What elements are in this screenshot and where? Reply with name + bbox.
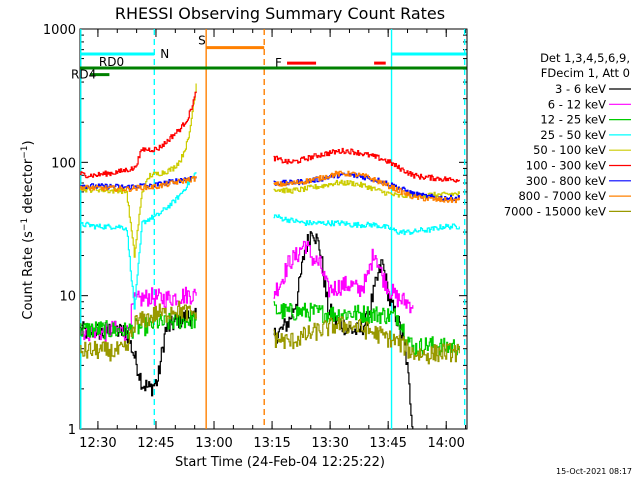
series-line: [273, 240, 414, 314]
series-line: [273, 214, 460, 236]
legend-entry-label: 100 - 300 keV: [526, 159, 606, 173]
annotation-label: N: [160, 47, 169, 61]
series-line: [273, 179, 460, 199]
annotation-label: RD0: [99, 55, 124, 69]
y-axis-label-sup2: −1: [20, 145, 30, 158]
x-tick-label: 13:15: [253, 436, 290, 451]
annotation-label: S: [198, 34, 206, 48]
annotation-label: RD4: [71, 68, 96, 82]
series-line: [273, 147, 460, 183]
x-tick-label: 13:00: [195, 436, 232, 451]
series-line: [80, 311, 197, 340]
y-tick-label: 1: [68, 423, 76, 438]
legend-entry-label: 800 - 7000 keV: [518, 189, 606, 203]
legend-header-line2: FDecim 1, Att 0: [541, 66, 630, 80]
legend-entry-label: 7000 - 15000 keV: [504, 204, 606, 218]
series-line: [273, 170, 460, 204]
y-axis-label: Count Rate (s−1 detector−1): [20, 140, 36, 319]
chart-title: RHESSI Observing Summary Count Rates: [115, 4, 445, 23]
axis-ticks: 12:30 12:45 13:00 13:15 13:30 13:45 14:00 1 10 10…: [43, 23, 467, 451]
legend-entry-label: 12 - 25 keV: [540, 113, 606, 127]
y-tick-label: 1000: [43, 23, 76, 38]
series-line: [80, 172, 197, 310]
plot-frame: [79, 28, 468, 430]
legend-entry-label: 3 - 6 keV: [555, 82, 606, 96]
legend-entry-label: 300 - 800 keV: [526, 174, 606, 188]
series-line: [80, 91, 197, 179]
series-line: [80, 286, 197, 342]
y-axis-label-end: ): [21, 140, 36, 145]
x-tick-label: 13:30: [311, 436, 348, 451]
legend: Det 1,3,4,5,6,9, FDecim 1, Att 0 3 - 6 k…: [504, 51, 631, 218]
footer-date: 15-Oct-2021 08:17: [556, 467, 632, 476]
x-tick-label: 14:00: [427, 436, 464, 451]
x-tick-label: 12:45: [137, 436, 174, 451]
x-axis-label: Start Time (24-Feb-04 12:25:22): [175, 455, 385, 470]
y-tick-label: 10: [59, 290, 76, 305]
series-line: [80, 300, 197, 362]
y-axis-label-mid: detector: [21, 158, 36, 218]
annotation-label: F: [275, 56, 282, 70]
series-layer: [80, 83, 460, 429]
legend-header-line1: Det 1,3,4,5,6,9,: [540, 51, 630, 65]
series-line: [273, 316, 460, 365]
series-line: [80, 83, 197, 258]
y-tick-label: 100: [51, 156, 76, 171]
legend-entry-label: 25 - 50 keV: [540, 128, 606, 142]
x-tick-label: 12:30: [79, 436, 116, 451]
x-tick-label: 13:45: [369, 436, 406, 451]
legend-entry-label: 6 - 12 keV: [548, 97, 606, 111]
legend-entry-label: 50 - 100 keV: [533, 143, 606, 157]
y-axis-label-main: Count Rate (s: [21, 231, 36, 320]
y-axis-label-sup1: −1: [20, 218, 30, 231]
series-line: [80, 175, 197, 192]
